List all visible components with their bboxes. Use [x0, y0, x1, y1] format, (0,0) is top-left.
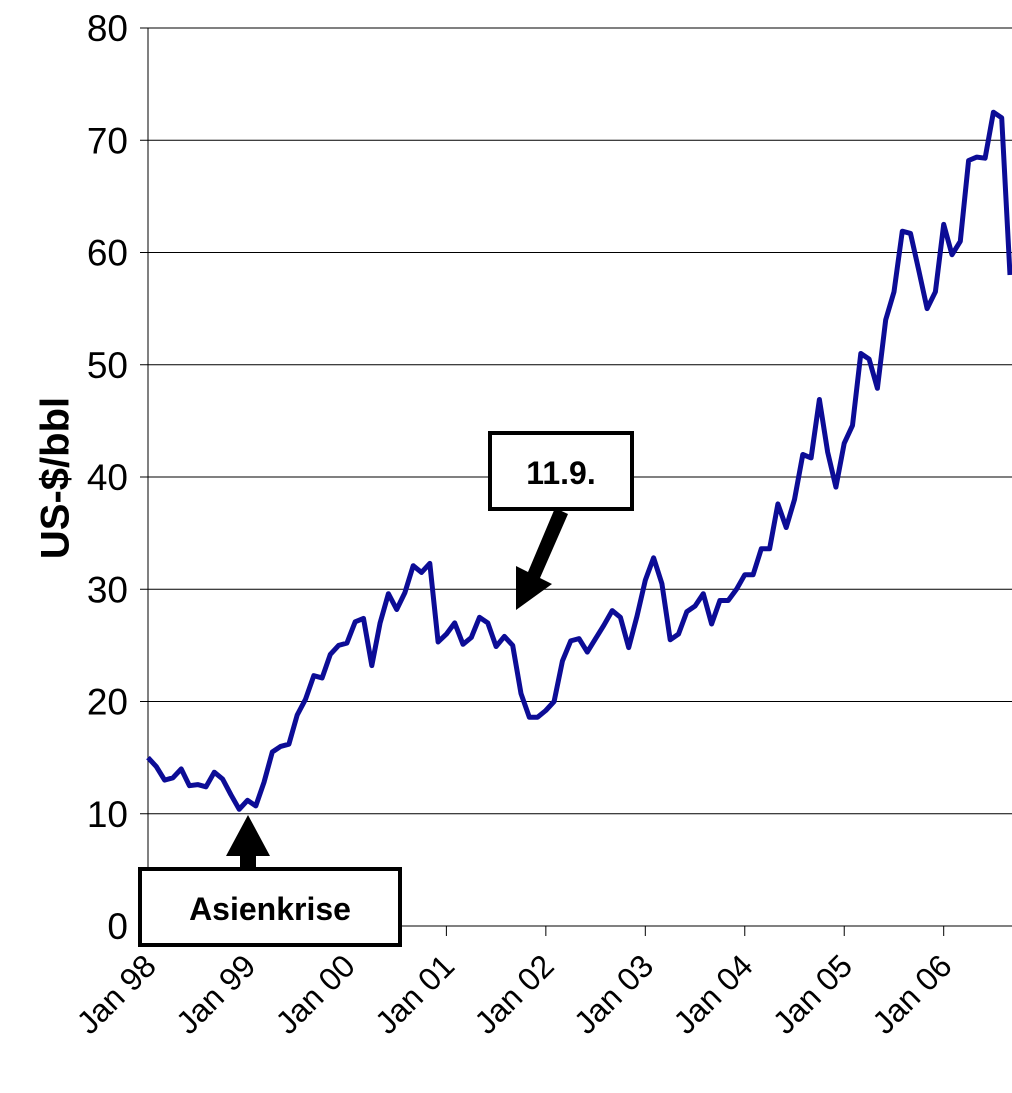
y-tick-label: 80 — [87, 8, 128, 49]
y-tick-label: 70 — [87, 120, 128, 161]
data-line — [146, 109, 1012, 812]
y-tick-label: 30 — [87, 569, 128, 610]
y-tick-label: 10 — [87, 794, 128, 835]
x-tick-label: Jan 98 — [70, 947, 163, 1040]
y-tick-label: 0 — [107, 906, 128, 947]
x-tick-label: Jan 05 — [766, 947, 859, 1040]
annotation: 11.9. — [526, 455, 595, 491]
annotation-box — [138, 867, 402, 947]
y-tick-label: 60 — [87, 233, 128, 274]
annotation: Asienkrise — [189, 891, 351, 927]
y-tick-label: 50 — [87, 345, 128, 386]
annotation-arrow — [516, 508, 568, 610]
x-tick-label: Jan 02 — [467, 947, 560, 1040]
x-tick-label: Jan 03 — [567, 947, 660, 1040]
y-tick-label: 20 — [87, 682, 128, 723]
y-axis-label: US-$/bbl — [34, 397, 78, 559]
annotation-arrow — [226, 815, 270, 870]
y-tick-label: 40 — [87, 457, 128, 498]
x-tick-label: Jan 01 — [368, 947, 461, 1040]
x-tick-label: Jan 00 — [268, 947, 361, 1040]
x-tick-label: Jan 04 — [666, 947, 759, 1040]
x-tick-label: Jan 99 — [169, 947, 262, 1040]
annotation-box — [488, 431, 634, 511]
x-tick-label: Jan 06 — [865, 947, 958, 1040]
